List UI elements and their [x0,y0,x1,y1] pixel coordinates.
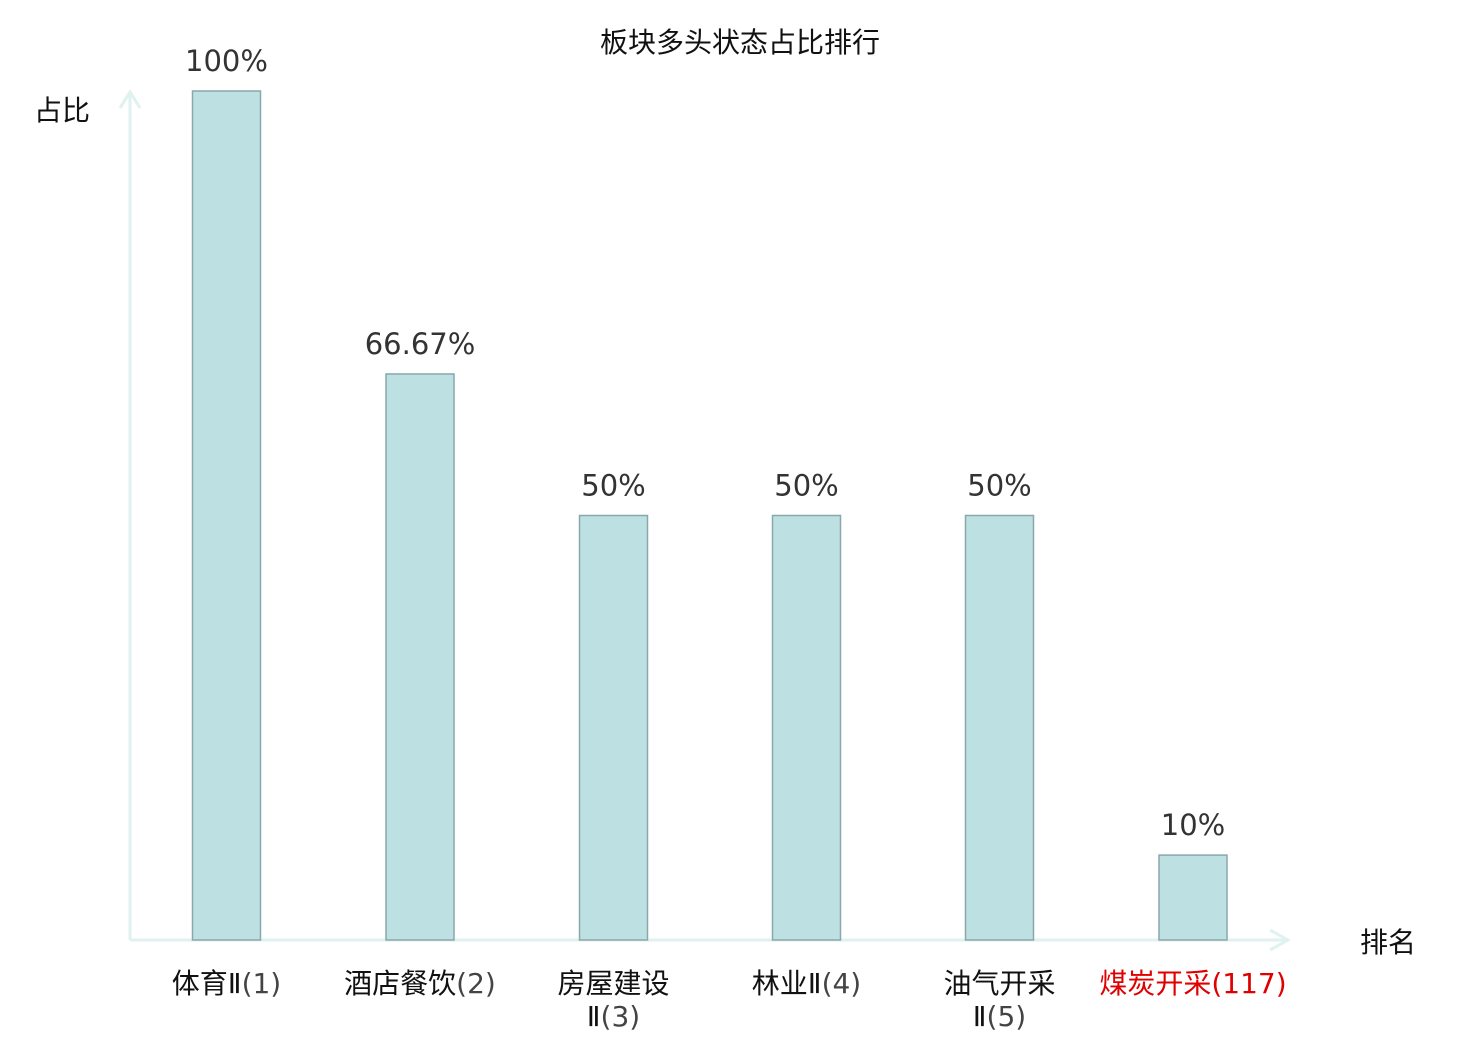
category-label-3: 房屋建设 Ⅱ(3) [557,967,669,1033]
bar-5 [964,514,1035,941]
bar-1 [191,90,262,941]
bars-group [191,90,1228,941]
y-axis-label: 占比 [34,94,90,127]
value-label-1: 100% [185,44,268,78]
chart-title: 板块多头状态占比排行 [600,26,880,59]
value-label-6: 10% [1161,808,1225,842]
value-label-5: 50% [967,469,1031,503]
value-label-2: 66.67% [365,327,476,361]
category-label-5: 油气开采 Ⅱ(5) [943,967,1055,1033]
category-label-2: 酒店餐饮(2) [344,967,496,1000]
value-label-4: 50% [774,469,838,503]
x-axis [130,928,1292,952]
y-axis [118,89,142,940]
category-label-4: 林业Ⅱ(4) [752,967,861,1000]
x-axis-label: 排名 [1360,926,1416,959]
category-labels-group: 体育Ⅱ(1) 酒店餐饮(2) 房屋建设 Ⅱ(3) 林业Ⅱ(4) 油气开采 Ⅱ(5) 煤炭开采(… [172,967,1287,1033]
bar-4 [771,514,842,941]
value-label-3: 50% [581,469,645,503]
bar-3 [578,514,649,941]
category-label-1: 体育Ⅱ(1) [172,967,281,1000]
bar-2 [385,373,455,941]
category-label-6: 煤炭开采(117) [1099,967,1286,1000]
value-labels-group: 100% 66.67% 50% 50% 50% 10% [185,44,1225,842]
bar-6 [1158,854,1228,941]
